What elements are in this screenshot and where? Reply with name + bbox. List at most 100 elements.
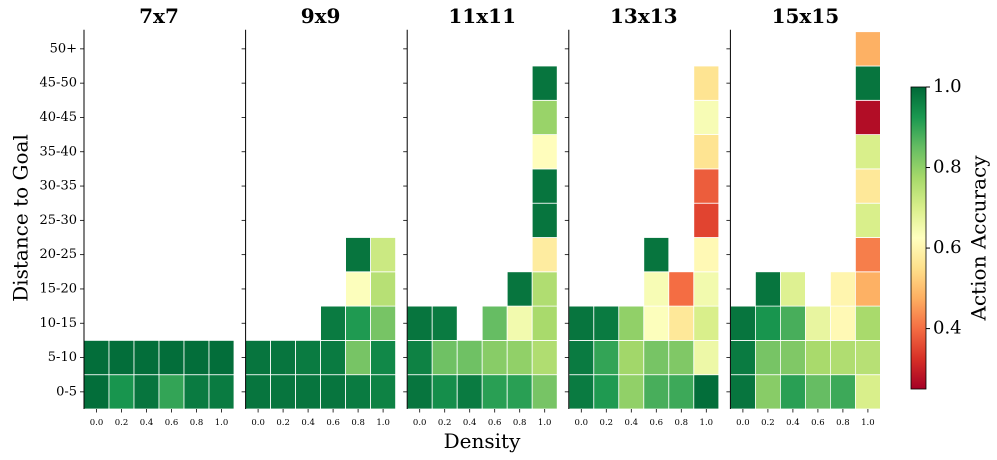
- heatmap-cell: [531, 237, 558, 273]
- x-tick-label: 0.2: [276, 418, 290, 428]
- heatmap-cell: [830, 271, 856, 307]
- heatmap-cell: [693, 99, 720, 136]
- x-tick-label: 0.6: [165, 418, 179, 428]
- x-tick-label: 0.2: [600, 418, 614, 428]
- heatmap-cell: [320, 374, 347, 410]
- heatmap-cell: [593, 374, 620, 410]
- heatmap-cell: [568, 374, 595, 410]
- x-tick-label: 0.2: [438, 418, 452, 428]
- heatmap-cell: [830, 374, 856, 410]
- y-tick-label: 15-20: [40, 281, 77, 296]
- x-tick-label: 0.2: [115, 418, 129, 428]
- panel-7x7: 7x7 0.0 0.2 0.4 0.6 0.8 1.0 0-5 5-10 10-15 15-20 20…: [40, 4, 235, 428]
- colorbar-tick-label: 0.6: [933, 237, 962, 258]
- x-tick-label: 0.4: [140, 418, 154, 428]
- heatmap-cell: [481, 374, 508, 410]
- heatmap-cell: [643, 374, 670, 410]
- heatmap-cell: [643, 339, 670, 376]
- heatmap-cell: [481, 305, 508, 341]
- heatmap-cell: [730, 305, 756, 341]
- panel-title: 11x11: [448, 4, 516, 28]
- heatmap-cell: [755, 271, 781, 307]
- heatmap-cell: [320, 339, 347, 376]
- y-axis-label: Distance to Goal: [9, 134, 33, 302]
- heatmap-cell: [643, 237, 670, 273]
- heatmap-cell: [855, 374, 881, 410]
- heatmap-cell: [506, 339, 533, 376]
- heatmap-cell: [855, 305, 881, 341]
- x-tick-label: 0.4: [625, 418, 639, 428]
- x-tick-label: 1.0: [376, 418, 390, 428]
- heatmap-cell: [295, 339, 322, 376]
- heatmap-cell: [693, 168, 720, 204]
- heatmap-cell: [805, 374, 831, 410]
- heatmap-cell: [370, 305, 397, 341]
- heatmap-cell: [506, 305, 533, 341]
- heatmap-cell: [568, 305, 595, 341]
- x-tick-label: 0.6: [488, 418, 502, 428]
- heatmap-cell: [208, 374, 235, 410]
- heatmap-cell: [481, 339, 508, 376]
- y-tick-label: 5-10: [48, 350, 77, 365]
- heatmap-cell: [245, 374, 272, 410]
- x-tick-label: 0.6: [650, 418, 664, 428]
- heatmap-cell: [345, 339, 372, 376]
- heatmap-cell: [855, 271, 881, 307]
- colorbar-tick-label: 0.4: [933, 318, 962, 339]
- heatmap-cell: [370, 339, 397, 376]
- colorbar: 0.4 0.6 0.8 1.0 Action Accuracy: [910, 76, 991, 390]
- heatmap-cell: [531, 271, 558, 307]
- heatmap-cell: [855, 168, 881, 204]
- x-tick-label: 1.0: [861, 418, 875, 428]
- heatmap-cell: [370, 374, 397, 410]
- panel-15x15: 15x15 0.0 0.2 0.4 0.6 0.8 1.0: [726, 4, 881, 428]
- x-tick-label: 0.8: [836, 418, 850, 428]
- heatmap-cell: [618, 374, 645, 410]
- heatmap-cell: [183, 339, 210, 376]
- heatmap-cell: [730, 339, 756, 376]
- colorbar-ticks: 0.4 0.6 0.8 1.0: [926, 76, 962, 339]
- heatmap-cell: [618, 305, 645, 341]
- heatmap-cell: [780, 374, 806, 410]
- heatmap-cell: [643, 271, 670, 307]
- heatmap-cell: [693, 271, 720, 307]
- x-tick-label: 0.0: [413, 418, 427, 428]
- panel-title: 7x7: [139, 4, 179, 28]
- heatmap-cell: [693, 374, 720, 410]
- panel-title: 13x13: [610, 4, 678, 28]
- heatmap-cell: [693, 339, 720, 376]
- colorbar-tick-label: 1.0: [933, 76, 962, 97]
- heatmap-cell: [406, 374, 433, 410]
- heatmap-cell: [270, 374, 297, 410]
- panel-title: 9x9: [301, 4, 341, 28]
- heatmap-cell: [183, 374, 210, 410]
- panel-11x11: 11x11 0.0 0.2 0.4 0.6 0.8 1.0: [403, 4, 558, 428]
- heatmap-cell: [643, 305, 670, 341]
- heatmap-cell: [456, 339, 483, 376]
- heatmap-cell: [618, 339, 645, 376]
- heatmap-cell: [345, 271, 372, 307]
- heatmap-cell: [693, 202, 720, 238]
- heatmap-cell: [568, 339, 595, 376]
- y-tick-label: 25-30: [40, 213, 77, 228]
- heatmap-cell: [158, 339, 185, 376]
- heatmap-cell: [531, 99, 558, 136]
- heatmap-cell: [855, 202, 881, 238]
- heatmap-cell: [270, 339, 297, 376]
- y-tick-label: 40-45: [40, 110, 77, 125]
- heatmap-cell: [83, 374, 110, 410]
- x-tick-label: 1.0: [215, 418, 229, 428]
- panel-title: 15x15: [772, 4, 840, 28]
- x-tick-label: 0.0: [575, 418, 589, 428]
- heatmap-cell: [668, 374, 695, 410]
- heatmap-cell: [855, 237, 881, 273]
- heatmap-cell: [593, 339, 620, 376]
- heatmap-panels: 7x7 0.0 0.2 0.4 0.6 0.8 1.0 0-5 5-10 10-15 15-20 20…: [40, 4, 881, 428]
- heatmap-cell: [730, 374, 756, 410]
- heatmap-cell: [780, 339, 806, 376]
- y-tick-label: 0-5: [56, 384, 77, 399]
- heatmap-cell: [158, 374, 185, 410]
- y-tick-label: 45-50: [40, 76, 77, 91]
- heatmap-cell: [320, 305, 347, 341]
